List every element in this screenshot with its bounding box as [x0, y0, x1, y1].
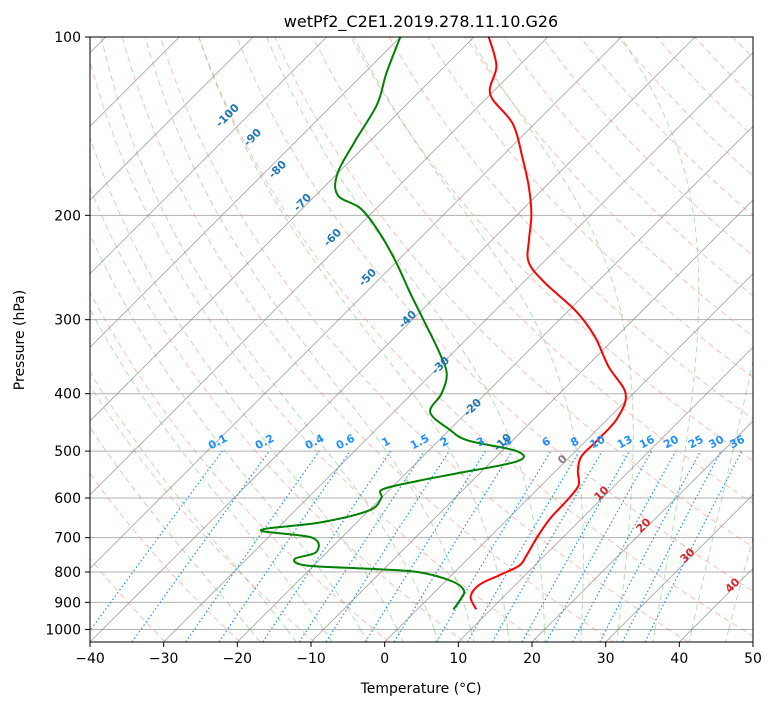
x-tick-label: 40: [670, 651, 688, 667]
plot-frame: [89, 36, 754, 643]
temperature-profile: [469, 37, 627, 610]
x-tick-label: 30: [597, 651, 615, 667]
isotherm-line: [458, 346, 753, 642]
x-tick-label: 20: [523, 651, 541, 667]
x-tick-label: −30: [149, 651, 179, 667]
moist-adiabat-line: [90, 233, 369, 642]
y-tick-label: 400: [54, 387, 81, 403]
dry-adiabat-line: [90, 59, 540, 642]
y-tick-label: 800: [54, 565, 81, 581]
mixing-ratio-line: [131, 450, 270, 642]
y-tick-label: 600: [54, 491, 81, 507]
x-tick-label: −20: [223, 651, 253, 667]
moist-adiabat-line: [688, 358, 753, 642]
isotherm-line: [90, 37, 254, 201]
x-tick-label: −10: [296, 651, 326, 667]
moist-adiabat-line: [620, 37, 700, 642]
mixing-ratio-label: 16: [637, 433, 657, 452]
moist-adiabat-line: [266, 37, 546, 642]
moist-adiabat-line: [100, 37, 439, 642]
mixing-ratio-line: [218, 450, 351, 642]
moist-adiabat-line: [725, 536, 753, 642]
isotherm-line: [237, 125, 753, 642]
dry-adiabat-line: [198, 37, 753, 637]
dry-adiabat-line: [90, 186, 465, 642]
y-tick-label: 300: [54, 313, 81, 329]
mixing-ratio-label: 25: [686, 433, 706, 452]
dry-adiabat-line: [236, 37, 753, 592]
isotherm-line: [163, 52, 753, 642]
mixing-ratio-label: 10: [588, 433, 608, 452]
mixing-ratio-line: [644, 450, 743, 642]
isotherm-line: [90, 37, 548, 496]
dewpoint-profile: [259, 37, 525, 610]
mixing-ratio-line: [393, 450, 513, 642]
isotherm-line: [90, 37, 622, 569]
mixing-ratio-label: 30: [707, 433, 727, 452]
dry-adiabat-line: [426, 37, 753, 378]
dry-adiabat-line: [159, 37, 689, 642]
dry-adiabat-line: [121, 37, 614, 642]
mixing-ratio-line: [545, 450, 653, 642]
x-tick-label: 10: [449, 651, 467, 667]
moist-adiabat-line: [90, 426, 261, 642]
dry-adiabat-line: [503, 37, 753, 297]
x-tick-label: 50: [744, 651, 762, 667]
dry-adiabat-line: [465, 37, 753, 337]
moist-adiabat-line: [90, 308, 333, 642]
mixing-ratio-line: [90, 450, 223, 632]
dry-adiabat-line: [90, 472, 241, 642]
isotherm-line: [531, 420, 753, 642]
chart-title: wetPf2_C2E1.2019.278.11.10.G26: [284, 12, 558, 32]
y-tick-label: 900: [54, 595, 81, 611]
mixing-ratio-line: [572, 450, 677, 642]
y-tick-label: 1000: [45, 622, 81, 638]
y-axis-label: Pressure (hPa): [12, 290, 28, 390]
dry-adiabat-line: [90, 384, 316, 642]
mixing-ratio-label: 20: [661, 433, 681, 452]
moist-adiabat-line: [198, 37, 510, 642]
y-tick-label: 100: [54, 30, 81, 46]
dry-adiabat-line: [312, 37, 753, 505]
y-tick-label: 500: [54, 444, 81, 460]
dry-adiabat-line: [388, 37, 753, 420]
isotherm-line: [90, 37, 401, 348]
mixing-ratio-line: [298, 450, 425, 642]
x-axis-label: Temperature (°C): [360, 681, 482, 697]
moist-adiabat-line: [144, 37, 475, 642]
plot-area: [90, 37, 753, 642]
mixing-ratio-line: [262, 450, 392, 642]
mixing-ratio-label: 36: [727, 433, 747, 452]
mixing-ratio-line: [325, 450, 450, 642]
moist-adiabat-line: [90, 370, 297, 642]
isotherm-line: [310, 199, 753, 642]
dry-adiabat-line: [274, 37, 753, 548]
moist-adiabat-line: [469, 37, 634, 642]
moist-adiabat-line: [90, 135, 404, 642]
y-tick-label: 200: [54, 208, 81, 224]
mixing-ratio-line: [185, 450, 320, 642]
isotherm-line: [605, 494, 753, 642]
isotherm-line: [90, 37, 696, 642]
dry-adiabat-line: [90, 291, 390, 642]
x-tick-label: 0: [380, 651, 389, 667]
y-tick-label: 700: [54, 531, 81, 547]
moist-adiabat-line: [353, 37, 584, 642]
axes: −40 −30 −20 −10 0 10 20 30 40 50 100 200 300 400 500 60…: [45, 30, 762, 667]
isotherm-line: [90, 37, 327, 275]
mixing-ratio-label: 13: [615, 433, 635, 452]
dry-adiabat-line: [350, 37, 753, 462]
x-tick-label: −40: [75, 651, 105, 667]
isotherm-line: [384, 273, 753, 642]
isotherm-line: [90, 37, 475, 422]
mixing-ratio-line: [521, 450, 631, 642]
